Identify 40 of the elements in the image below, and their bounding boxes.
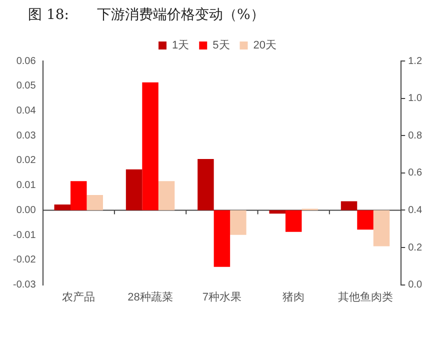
chart-title: 图 18: 下游消费端价格变动（%） [28, 6, 264, 24]
y-tick-label: 0.05 [16, 80, 36, 92]
bar [70, 181, 87, 210]
y2-tick-label: 0.8 [408, 130, 422, 142]
bar [340, 201, 358, 210]
legend-label: 20天 [253, 40, 276, 52]
x-tick-label: 28种蔬菜 [128, 290, 173, 304]
y-tick-label: 0.06 [16, 56, 36, 67]
y2-tick-label: 0.0 [408, 280, 422, 291]
legend-label: 1天 [172, 40, 190, 52]
y2-tick-label: 1.2 [408, 56, 422, 67]
bar [86, 195, 103, 210]
x-tick-label: 7种水果 [202, 290, 242, 304]
bar [198, 158, 214, 210]
bar [158, 181, 175, 210]
y-tick-label: -0.02 [12, 254, 36, 266]
y2-tick-label: 0.4 [408, 204, 422, 216]
bar [54, 204, 70, 210]
y-tick-label: 0.00 [16, 204, 36, 216]
x-tick-label: 猪肉 [282, 290, 305, 304]
x-tick-label: 农产品 [62, 290, 96, 304]
bar [230, 210, 246, 235]
y2-tick-label: 0.2 [408, 242, 422, 254]
y-tick-label: -0.01 [12, 230, 36, 241]
y-tick-label: 0.03 [16, 130, 36, 142]
x-tick-label: 其他鱼肉类 [338, 290, 393, 304]
bar [214, 210, 230, 267]
bar [373, 210, 390, 246]
y-tick-label: 0.01 [16, 180, 36, 192]
bar [142, 82, 158, 210]
bar [126, 169, 142, 210]
legend-label: 5天 [212, 40, 230, 52]
y-tick-label: -0.03 [12, 280, 36, 291]
bar [285, 210, 302, 232]
y2-tick-label: 1.0 [408, 93, 422, 104]
bar [357, 210, 374, 230]
bar [269, 210, 286, 214]
y-tick-label: 0.04 [16, 105, 36, 116]
y-tick-label: 0.02 [16, 155, 36, 166]
y2-tick-label: 0.6 [408, 168, 422, 179]
